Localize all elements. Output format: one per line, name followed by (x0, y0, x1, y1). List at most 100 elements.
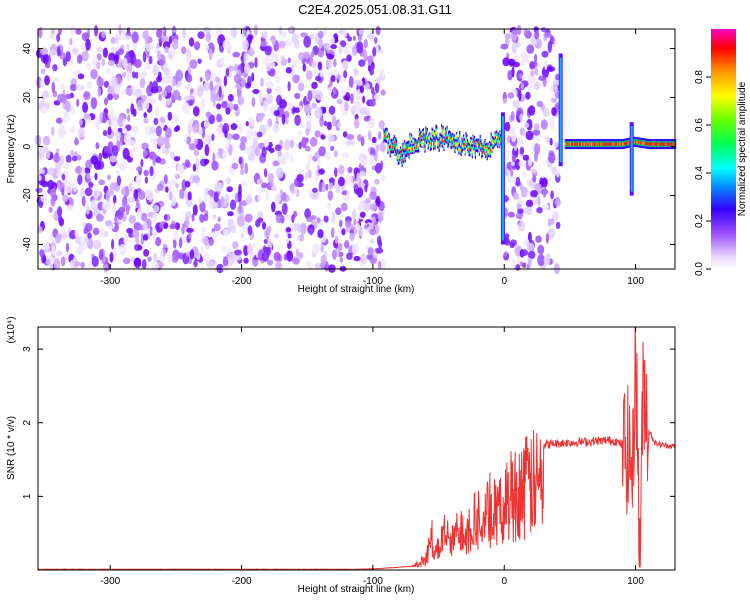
spectrogram-noise-cell (240, 136, 248, 144)
spectrogram-noise-cell (205, 72, 210, 82)
spectrogram-track-core (476, 143, 478, 147)
spectrogram-track-core (587, 142, 589, 146)
spectrogram-noise-cell (281, 191, 287, 202)
spectrogram-noise-cell (342, 27, 348, 38)
spectrogram-noise-cell (357, 134, 362, 142)
spectrogram-track-core (647, 142, 649, 146)
spectrogram-noise-cell (334, 235, 339, 244)
spectrogram-noise-cell (113, 194, 117, 204)
spectrogram-noise-cell (117, 211, 124, 220)
spectrogram-noise-cell (202, 26, 211, 33)
snr-x-tick-label: -300 (100, 576, 120, 587)
spectrogram-noise-cell (45, 148, 51, 159)
spectrogram-track-core (637, 140, 639, 144)
spectrogram-noise-cell (325, 59, 333, 69)
spectrogram-track-core (489, 143, 491, 147)
spectrogram-noise-cell (182, 27, 187, 39)
spectrogram-noise-cell (211, 231, 219, 239)
spectrogram-noise-cell (52, 64, 58, 72)
spectrogram-noise-cell (374, 82, 380, 94)
spectrogram-track-core (591, 142, 593, 146)
spectrogram-track-core (568, 142, 570, 146)
spectrogram-noise-cell (234, 249, 242, 256)
spectrogram-y-tick-label: -40 (22, 237, 33, 252)
spectrogram-noise-cell (90, 97, 98, 110)
spectrogram-track-core (439, 138, 441, 142)
spectrogram-track-core (467, 143, 469, 147)
spectrogram-noise-cell (512, 191, 519, 200)
spectrogram-track-core (655, 142, 657, 146)
spectrogram-noise-cell (216, 263, 224, 274)
spectrogram-noise-cell (47, 167, 55, 176)
spectrogram-noise-cell (534, 67, 539, 76)
spectrogram-noise-cell (523, 28, 528, 38)
spectrogram-noise-cell (61, 173, 66, 181)
spectrogram-noise-cell (205, 241, 211, 250)
spectrogram-noise-cell (346, 54, 352, 62)
spectrogram-noise-cell (355, 222, 360, 231)
spectrogram-track-core (496, 136, 498, 139)
spectrogram-noise-cell (275, 214, 282, 224)
spectrogram-track-core (645, 142, 647, 145)
spectrogram-track-core (402, 148, 404, 152)
spectrogram-track-core (470, 140, 473, 144)
spectrogram-noise-cell (221, 100, 228, 109)
spectrogram-noise-cell (365, 197, 371, 204)
spectrogram-noise-cell (328, 134, 335, 143)
spectrogram-noise-cell (166, 254, 173, 263)
spectrogram-noise-cell (515, 42, 521, 48)
spectrogram-track-core (442, 130, 444, 134)
spectrogram-noise-cell (203, 136, 209, 148)
spectrogram-noise-cell (80, 187, 86, 199)
spectrogram-noise-cell (237, 96, 245, 106)
spectrogram-track-core (404, 154, 406, 158)
snr-plot-area (38, 327, 675, 570)
spectrogram-noise-cell (547, 228, 556, 240)
spectrogram-noise-cell (226, 186, 233, 193)
spectrogram-noise-cell (138, 72, 142, 78)
spectrogram-noise-cell (217, 147, 223, 156)
spectrogram-noise-cell (375, 195, 381, 207)
spectrogram-noise-cell (166, 84, 172, 94)
spectrogram-noise-cell (363, 115, 370, 122)
spectrogram-track-core (475, 143, 477, 147)
spectrogram-track-core (426, 133, 428, 137)
spectrogram-noise-cell (146, 84, 154, 97)
spectrogram-noise-cell (208, 48, 213, 61)
spectrogram-track-core (492, 141, 494, 145)
spectrogram-noise-cell (173, 238, 177, 249)
spectrogram-noise-cell (297, 130, 302, 136)
spectrogram-noise-cell (157, 50, 162, 60)
spectrogram-noise-cell (167, 111, 173, 121)
spectrogram-noise-cell (299, 222, 307, 235)
spectrogram-track-core (566, 142, 568, 146)
spectrogram-noise-cell (373, 94, 381, 100)
spectrogram-noise-cell (553, 85, 559, 93)
spectrogram-noise-cell (353, 255, 361, 262)
spectrogram-noise-cell (170, 179, 178, 186)
spectrogram-track-core (453, 140, 455, 144)
spectrogram-track-core (626, 141, 629, 145)
spectrogram-noise-cell (334, 36, 339, 43)
spectrogram-track-core (493, 140, 495, 144)
spectrogram-noise-cell (154, 106, 160, 118)
spectrogram-noise-cell (274, 144, 282, 151)
spectrogram-noise-cell (240, 78, 246, 87)
spectrogram-noise-cell (272, 122, 280, 134)
spectrogram-noise-cell (511, 66, 515, 78)
spectrogram-noise-cell (226, 133, 233, 141)
spectrogram-noise-cell (108, 52, 116, 63)
spectrogram-noise-cell (116, 175, 122, 186)
spectrogram-noise-cell (510, 131, 517, 143)
spectrogram-noise-cell (292, 59, 298, 69)
spectrogram-noise-cell (105, 67, 111, 75)
spectrogram-noise-cell (353, 68, 359, 77)
spectrogram-noise-cell (340, 202, 348, 212)
spectrogram-noise-cell (102, 47, 108, 58)
spectrogram-track-core (407, 147, 410, 150)
spectrogram-track-core (454, 144, 456, 148)
spectrogram-track-core (452, 137, 454, 141)
spectrogram-spike-core (559, 57, 562, 163)
spectrogram-noise-cell (178, 237, 183, 249)
spectrogram-noise-cell (83, 91, 91, 101)
